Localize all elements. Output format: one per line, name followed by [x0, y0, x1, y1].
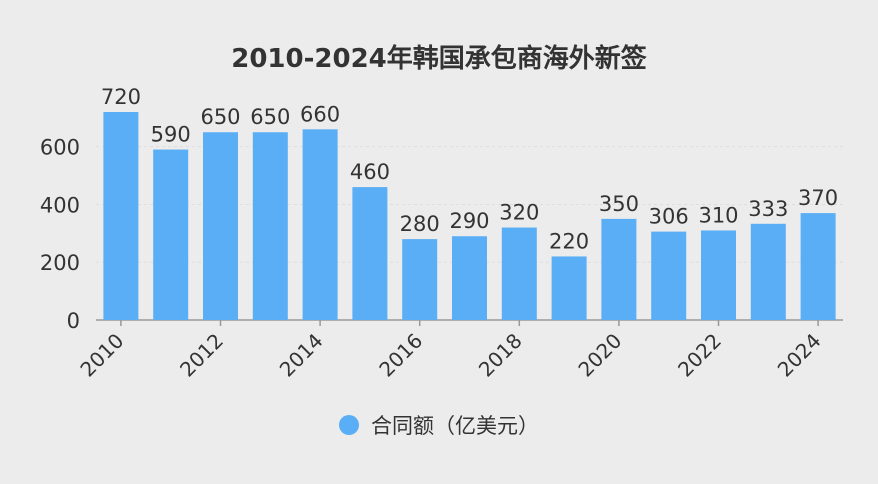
bar	[302, 129, 338, 320]
data-label: 720	[101, 85, 141, 109]
bar	[252, 132, 288, 320]
bar	[601, 218, 637, 320]
data-label: 590	[151, 123, 191, 147]
data-label: 350	[599, 192, 639, 216]
bar	[352, 187, 388, 320]
data-label: 650	[250, 105, 290, 129]
x-tick-label: 2018	[474, 329, 527, 382]
x-tick-label: 2020	[573, 329, 626, 382]
bar	[701, 230, 736, 320]
bar	[402, 239, 438, 320]
bar	[800, 213, 836, 320]
bar	[203, 132, 238, 320]
chart-title: 2010-2024年韩国承包商海外新签	[231, 44, 647, 74]
legend-label: 合同额（亿美元）	[371, 414, 539, 438]
y-tick-label: 400	[40, 193, 80, 217]
bar	[103, 112, 139, 320]
x-tick-label: 2022	[673, 329, 726, 382]
data-label: 220	[549, 229, 589, 253]
data-label: 660	[300, 102, 340, 126]
bar	[651, 231, 687, 320]
data-label: 333	[748, 197, 788, 221]
legend: 合同额（亿美元）	[0, 410, 878, 440]
data-label: 650	[200, 105, 240, 129]
bar	[452, 236, 487, 320]
data-label: 306	[649, 205, 689, 229]
y-tick-label: 0	[67, 309, 80, 333]
y-tick-label: 200	[40, 251, 80, 275]
x-tick-label: 2014	[275, 329, 328, 382]
legend-marker	[339, 415, 359, 435]
bar	[551, 256, 587, 320]
data-label: 310	[698, 203, 738, 227]
data-label: 280	[400, 212, 440, 236]
data-label: 370	[798, 186, 838, 210]
data-label: 290	[449, 209, 489, 233]
bar	[501, 227, 537, 320]
bar	[750, 223, 786, 320]
bar	[153, 149, 189, 320]
y-tick-label: 600	[40, 136, 80, 160]
x-tick-label: 2010	[75, 329, 128, 382]
x-tick-label: 2024	[773, 329, 826, 382]
x-tick-label: 2012	[175, 329, 228, 382]
data-label: 320	[499, 201, 539, 225]
x-tick-label: 2016	[374, 329, 427, 382]
data-label: 460	[350, 160, 390, 184]
